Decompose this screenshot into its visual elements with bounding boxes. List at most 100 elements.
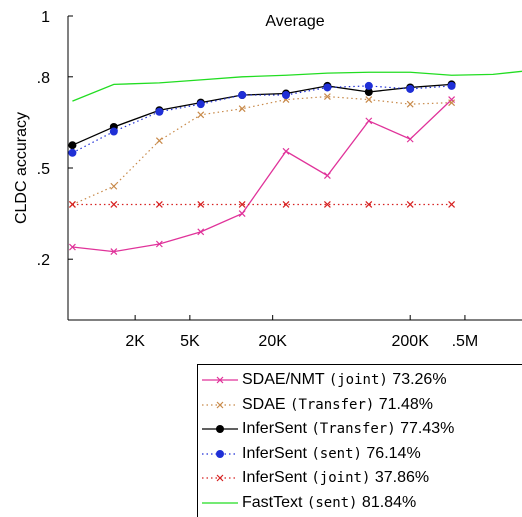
data-point xyxy=(323,83,332,92)
legend-series-detail: (Transfer) xyxy=(290,396,375,413)
series-4 xyxy=(69,201,456,208)
legend-series-detail: (sent) xyxy=(306,494,358,511)
data-point xyxy=(364,81,373,90)
data-point xyxy=(155,107,164,116)
data-point xyxy=(281,91,290,100)
x-tick-label: 20K xyxy=(258,333,287,350)
legend-entry: SDAE/NMT (joint) 73.26% xyxy=(198,369,447,391)
x-tick-label: .5M xyxy=(452,333,479,350)
y-tick-label: .5 xyxy=(37,161,50,178)
data-point xyxy=(68,148,77,157)
legend-series-name: InferSent xyxy=(242,420,312,437)
legend-label: InferSent (Transfer) 77.43% xyxy=(242,420,454,438)
legend-series-score: 81.84% xyxy=(357,493,417,511)
data-point xyxy=(110,201,118,208)
series-0 xyxy=(69,96,456,256)
data-point xyxy=(447,81,456,90)
legend: SDAE/NMT (joint) 73.26% SDAE (Transfer) 7… xyxy=(197,364,522,517)
series-line xyxy=(72,83,452,146)
legend-swatch xyxy=(202,474,238,482)
data-point xyxy=(197,228,205,236)
series-3 xyxy=(68,81,456,157)
data-point xyxy=(448,201,456,208)
data-point xyxy=(323,172,331,180)
x-tick-label: 2K xyxy=(125,333,145,350)
legend-swatch xyxy=(202,425,238,433)
legend-series-score: 37.86% xyxy=(370,469,430,486)
legend-series-detail: (sent) xyxy=(311,445,362,462)
legend-label: InferSent (sent) 76.14% xyxy=(242,445,421,463)
data-point xyxy=(323,201,331,208)
data-point xyxy=(155,137,163,145)
legend-series-name: InferSent xyxy=(242,469,312,486)
legend-series-detail: (Transfer) xyxy=(311,421,396,437)
legend-series-name: SDAE xyxy=(242,395,291,413)
data-point xyxy=(406,201,414,208)
legend-swatch xyxy=(202,449,238,458)
data-point xyxy=(69,243,76,251)
data-point xyxy=(238,91,247,100)
series-line xyxy=(72,70,522,102)
y-tick-label: .2 xyxy=(37,252,50,269)
data-point xyxy=(69,201,76,208)
legend-series-score: 77.43% xyxy=(395,420,455,437)
data-point xyxy=(323,93,331,100)
plot-area xyxy=(68,16,522,320)
data-point xyxy=(365,96,373,104)
data-point xyxy=(196,100,205,109)
legend-series-name: SDAE/NMT xyxy=(242,371,329,388)
data-point xyxy=(110,248,118,256)
series-5 xyxy=(72,70,522,102)
data-point xyxy=(155,240,163,248)
legend-swatch xyxy=(202,376,238,384)
x-tick-label: 5K xyxy=(180,333,200,350)
legend-swatch xyxy=(202,401,238,408)
legend-entry: InferSent (joint) 37.86% xyxy=(198,467,429,489)
legend-series-score: 71.48% xyxy=(374,395,434,413)
legend-series-name: FastText xyxy=(242,493,307,511)
data-point xyxy=(238,210,246,218)
legend-series-detail: (joint) xyxy=(328,372,388,388)
data-point xyxy=(365,201,373,208)
chart-title: Average xyxy=(265,13,324,30)
x-tick-label: 200K xyxy=(392,333,430,350)
data-point xyxy=(238,201,246,208)
series-line xyxy=(72,99,453,253)
data-point xyxy=(448,99,456,107)
data-point xyxy=(406,100,414,108)
legend-entry: InferSent (Transfer) 77.43% xyxy=(198,418,454,440)
legend-swatch xyxy=(202,501,238,504)
legend-series-score: 76.14% xyxy=(361,444,421,462)
y-tick-label: 1 xyxy=(41,9,50,26)
data-point xyxy=(406,84,415,93)
data-point xyxy=(109,127,118,136)
data-point xyxy=(155,201,163,208)
axes-layer: .2 .5 .8 1 2K 5K 20K 200K .5M xyxy=(37,9,522,350)
series-line xyxy=(72,85,452,154)
data-point xyxy=(365,117,373,125)
data-point xyxy=(68,141,77,150)
data-point xyxy=(406,135,414,143)
legend-series-name: InferSent xyxy=(242,444,312,462)
legend-label: SDAE/NMT (joint) 73.26% xyxy=(242,371,447,389)
legend-label: InferSent (joint) 37.86% xyxy=(242,469,429,487)
legend-series-score: 73.26% xyxy=(387,371,447,388)
data-point xyxy=(282,201,290,208)
series-layer xyxy=(68,70,522,256)
legend-entry: InferSent (sent) 76.14% xyxy=(198,443,421,465)
legend-entry: FastText (sent) 81.84% xyxy=(198,492,416,514)
legend-label: SDAE (Transfer) 71.48% xyxy=(242,396,433,414)
legend-series-detail: (joint) xyxy=(311,470,371,486)
data-point xyxy=(197,111,205,119)
legend-label: FastText (sent) 81.84% xyxy=(242,494,416,512)
data-point xyxy=(238,105,246,113)
data-point xyxy=(448,96,456,104)
legend-entry: SDAE (Transfer) 71.48% xyxy=(198,394,433,416)
data-point xyxy=(282,147,290,155)
series-line xyxy=(72,95,452,206)
data-point xyxy=(110,182,118,190)
y-tick-label: .8 xyxy=(37,70,50,87)
data-point xyxy=(197,201,205,208)
y-axis-label: CLDC accuracy xyxy=(13,112,30,224)
